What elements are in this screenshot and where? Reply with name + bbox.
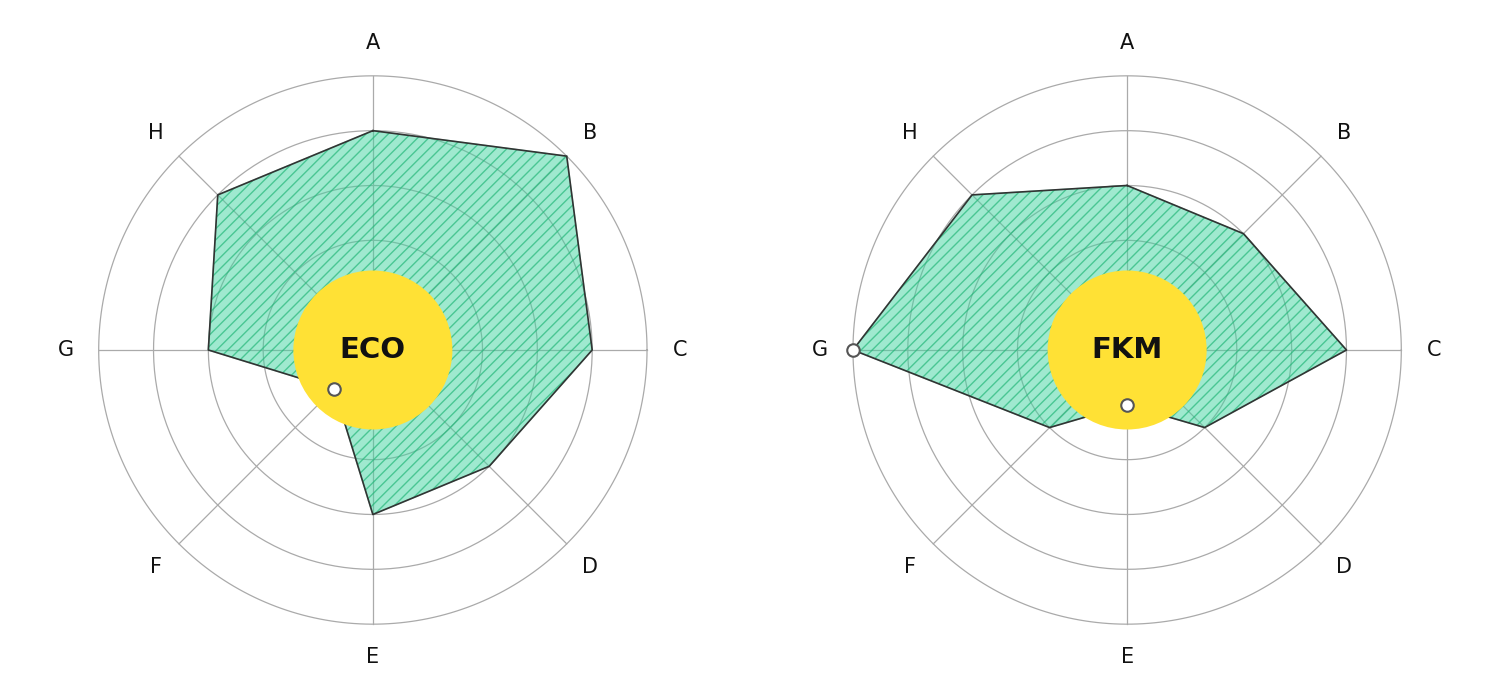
Polygon shape	[853, 186, 1347, 428]
Text: G: G	[57, 340, 74, 360]
Text: E: E	[366, 647, 380, 667]
Text: ECO: ECO	[340, 336, 406, 364]
Text: H: H	[148, 123, 164, 143]
Text: B: B	[1336, 123, 1352, 143]
Text: C: C	[1426, 340, 1442, 360]
Text: B: B	[584, 123, 597, 143]
Text: F: F	[150, 557, 162, 577]
Circle shape	[294, 270, 453, 430]
Text: A: A	[1120, 33, 1134, 53]
Circle shape	[1047, 270, 1206, 430]
Text: F: F	[904, 557, 916, 577]
Text: C: C	[672, 340, 687, 360]
Text: E: E	[1120, 647, 1134, 667]
Text: FKM: FKM	[1092, 336, 1162, 364]
Text: D: D	[582, 557, 598, 577]
Text: A: A	[366, 33, 380, 53]
Polygon shape	[209, 131, 592, 514]
Text: G: G	[812, 340, 828, 360]
Text: D: D	[1336, 557, 1353, 577]
Text: H: H	[902, 123, 918, 143]
